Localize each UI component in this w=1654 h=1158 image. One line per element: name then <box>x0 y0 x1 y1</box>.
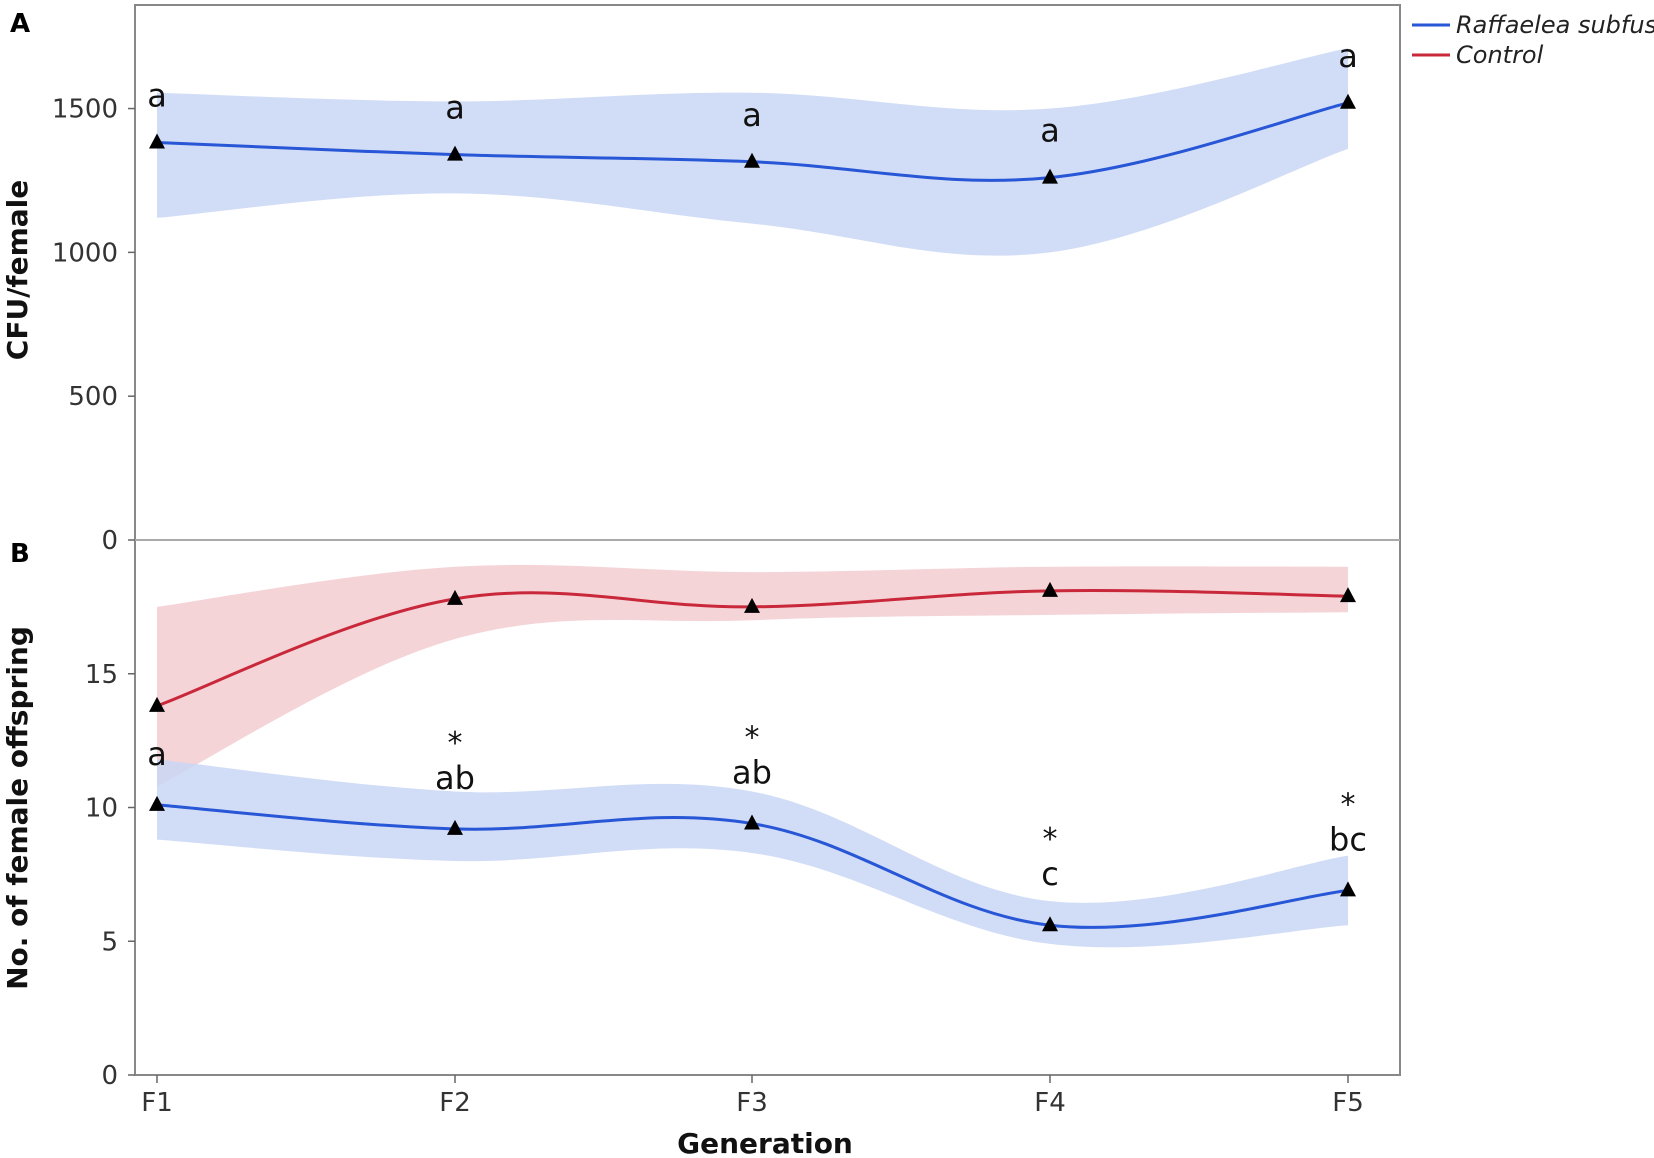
data-point-b-control-f1 <box>149 696 165 712</box>
data-point-a-raffaelea-subfusca-f5 <box>1340 93 1356 109</box>
data-point-a-raffaelea-subfusca-f4 <box>1042 168 1058 184</box>
group-letter-a-raffaelea-subfusca-f4: a <box>1040 112 1060 150</box>
x-tick-label-f1: F1 <box>141 1088 173 1118</box>
group-letter-b-raffaelea-subfusca-f1: a <box>147 735 167 773</box>
confidence-band-b-control <box>157 564 1348 787</box>
y-tick-label-b-1: 5 <box>101 927 118 957</box>
group-letter-a-raffaelea-subfusca-f3: a <box>742 96 762 134</box>
significance-mark-b-raffaelea-subfusca-f4: * <box>1043 822 1058 857</box>
group-letter-a-raffaelea-subfusca-f5: a <box>1338 37 1358 75</box>
data-point-b-raffaelea-subfusca-f5 <box>1340 881 1356 897</box>
data-point-b-raffaelea-subfusca-f2 <box>447 819 463 835</box>
y-tick-label-a-0: 0 <box>101 526 118 556</box>
data-point-b-control-f2 <box>447 589 463 605</box>
group-letter-b-raffaelea-subfusca-f4: c <box>1041 855 1059 893</box>
data-point-b-raffaelea-subfusca-f4 <box>1042 916 1058 932</box>
legend-label-control: Control <box>1456 41 1544 69</box>
y-tick-label-a-2: 1000 <box>52 238 118 268</box>
y-tick-label-b-0: 0 <box>101 1061 118 1091</box>
group-letter-a-raffaelea-subfusca-f1: a <box>147 76 167 114</box>
x-axis-title: Generation <box>677 1127 853 1158</box>
panel-letter-b: B <box>10 539 30 569</box>
legend: Raffaelea subfusca Control <box>1412 11 1654 69</box>
significance-mark-b-raffaelea-subfusca-f5: * <box>1341 787 1356 822</box>
y-tick-label-a-1: 500 <box>68 382 118 412</box>
legend-label-raffaelea: Raffaelea subfusca <box>1456 11 1654 39</box>
data-point-b-raffaelea-subfusca-f1 <box>149 795 165 811</box>
data-point-a-raffaelea-subfusca-f1 <box>149 133 165 149</box>
group-letter-b-raffaelea-subfusca-f5: bc <box>1329 820 1367 858</box>
significance-mark-b-raffaelea-subfusca-f3: * <box>745 721 760 756</box>
y-tick-label-b-3: 15 <box>85 660 118 690</box>
group-letter-a-raffaelea-subfusca-f2: a <box>445 89 465 127</box>
group-letter-b-raffaelea-subfusca-f2: ab <box>435 759 475 797</box>
data-point-b-control-f4 <box>1042 581 1058 597</box>
data-point-b-control-f3 <box>744 597 760 613</box>
significance-mark-b-raffaelea-subfusca-f2: * <box>448 726 463 761</box>
x-tick-label-f2: F2 <box>439 1088 471 1118</box>
y-tick-label-b-2: 10 <box>85 794 118 824</box>
x-tick-label-f3: F3 <box>736 1088 768 1118</box>
data-point-a-raffaelea-subfusca-f2 <box>447 145 463 161</box>
x-tick-label-f5: F5 <box>1332 1088 1364 1118</box>
y-tick-label-a-3: 1500 <box>52 95 118 125</box>
data-point-b-raffaelea-subfusca-f3 <box>744 814 760 830</box>
data-point-a-raffaelea-subfusca-f3 <box>744 152 760 168</box>
x-tick-label-f4: F4 <box>1034 1088 1066 1118</box>
y-axis-title-a: CFU/female <box>1 180 34 360</box>
panel-letter-a: A <box>10 9 30 39</box>
data-point-b-control-f5 <box>1340 587 1356 603</box>
confidence-band-a-raffaelea-subfusca <box>157 48 1348 256</box>
confidence-band-b-raffaelea-subfusca <box>157 759 1348 948</box>
group-letter-b-raffaelea-subfusca-f3: ab <box>732 754 772 792</box>
y-axis-title-b: No. of female offspring <box>1 626 34 990</box>
